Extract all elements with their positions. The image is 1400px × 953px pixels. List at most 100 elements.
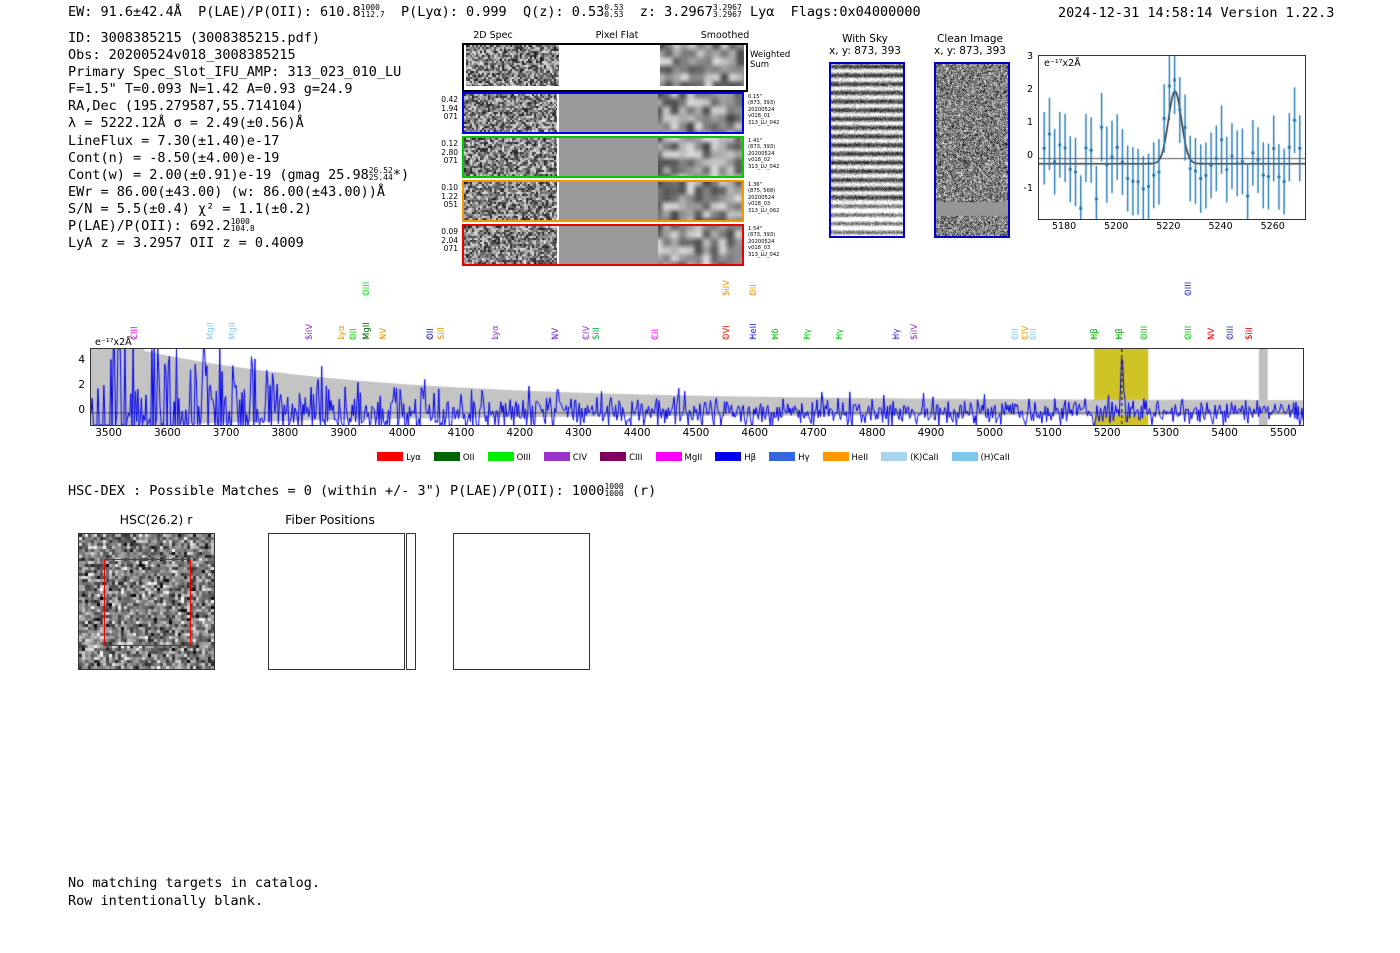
- info-plae: P(LAE)/P(OII): 692.2 1000 104.8: [68, 217, 255, 235]
- emission-line-bracket: ⏞: [131, 337, 137, 347]
- spectrum-xtick: 3500: [95, 427, 122, 439]
- info-id: ID: 3008385215 (3008385215.pdf): [68, 30, 320, 46]
- line-profile-ytick: 1: [1026, 117, 1033, 129]
- info-gmag-range: 26.52 25.44: [368, 165, 393, 182]
- emission-line-bracket: ⏞: [1022, 337, 1028, 347]
- emission-line-label: Hγ: [834, 328, 845, 340]
- emission-line-bracket: ⏞: [363, 293, 369, 303]
- legend-swatch: [881, 452, 908, 461]
- spectrum-xtick: 4600: [741, 427, 769, 439]
- header-flags: Flags:0x04000000: [790, 4, 921, 20]
- spectrum-ytick: 0: [78, 403, 85, 416]
- fiber-row-numbers: 0.12 2.80 071: [441, 139, 458, 166]
- line-profile-ytick: 3: [1026, 51, 1033, 63]
- emission-line-label: OII: [1028, 328, 1039, 340]
- spectrum-xtick: 3800: [271, 427, 299, 439]
- info-radec: RA,Dec (195.279587,55.714104): [68, 98, 304, 115]
- emission-line-bracket: ⏞: [749, 293, 755, 303]
- emission-line-label: SiII: [437, 327, 448, 340]
- emission-line-bracket: ⏞: [305, 337, 311, 347]
- header-qz: Q(z): 0.53: [522, 4, 605, 20]
- emission-line-label: OII: [1011, 328, 1022, 340]
- emission-line-label: OIII: [1139, 325, 1150, 340]
- legend-swatch: [951, 452, 978, 461]
- emission-line-bracket: ⏞: [1185, 337, 1191, 347]
- emission-line-bracket: ⏞: [583, 337, 589, 347]
- legend-swatch: [543, 452, 570, 461]
- spectrum-legend: Lyα OII OIII CIV CIII MgII Hβ Hγ HeII (K)CaII (H)C…: [0, 452, 1400, 463]
- weighted-sum-smoothed: [660, 45, 744, 86]
- info-cont-n: Cont(n) = -8.50(±4.00)e-19: [68, 149, 280, 166]
- emission-line-bracket: ⏞: [1185, 293, 1191, 303]
- spectrum-xtick: 4100: [447, 427, 475, 439]
- cutout-clean-image: [934, 62, 1010, 238]
- info-params: F=1.5" T=0.093 N=1.42 A=0.93 g=24.9: [68, 81, 353, 98]
- fiber-row-numbers: 0.09 2.04 071: [441, 227, 458, 254]
- emission-line-bracket: ⏞: [723, 293, 729, 303]
- info-cont-w: Cont(w) = 2.00(±0.91)e-19 (gmag 25.98 26.…: [68, 165, 410, 183]
- header-plae-range: 1000 112.7: [360, 3, 385, 19]
- legend-label: HeII: [851, 453, 869, 463]
- header-z: z: 3.2967: [639, 4, 713, 20]
- weighted-sum-label: Weighted Sum: [750, 50, 791, 70]
- legend-swatch: [822, 452, 849, 461]
- emission-line-label: Hβ: [1115, 328, 1126, 340]
- header-plae-label: P(LAE)/P(OII):: [198, 4, 312, 20]
- emission-line-label: CIV: [582, 325, 593, 340]
- weighted-sum-pixelflat: [561, 45, 658, 86]
- line-profile-xtick: 5240: [1208, 221, 1233, 232]
- spectrum-xtick: 4900: [917, 427, 945, 439]
- legend-label: Hγ: [798, 453, 810, 463]
- legend-entry: (K)CaII: [881, 452, 939, 463]
- emission-line-label: MgII: [206, 322, 217, 340]
- legend-label: CIV: [572, 453, 588, 463]
- legend-swatch: [600, 452, 627, 461]
- lineflux-colorbar: [406, 533, 416, 670]
- spectrum-xtick: 5400: [1211, 427, 1238, 439]
- weighted-sum-row: [462, 43, 748, 92]
- emission-line-label: Hδ: [771, 328, 782, 340]
- emission-line-label: OVI: [722, 325, 733, 340]
- spectrum-xtick: 5200: [1093, 427, 1121, 439]
- spectrum-xtick: 4800: [858, 427, 886, 439]
- emission-line-label: Hγ: [802, 328, 813, 340]
- bottom-note: No matching targets in catalog. Row inte…: [68, 874, 320, 910]
- legend-entry: OII: [433, 452, 475, 463]
- emission-line-bracket: ⏞: [438, 337, 444, 347]
- legend-label: Hβ: [744, 453, 757, 463]
- fiber-row-panel: [462, 224, 744, 266]
- emission-line-label: Hβ: [1090, 328, 1101, 340]
- emission-line-bracket: ⏞: [379, 337, 385, 347]
- fiber-row-panel: [462, 180, 744, 222]
- line-profile-plot: e⁻¹⁷x2Å: [1038, 55, 1306, 220]
- line-profile-ytick: 2: [1026, 84, 1033, 96]
- spectrum-xtick: 4000: [388, 427, 416, 439]
- legend-swatch: [769, 452, 796, 461]
- emission-line-bracket: ⏞: [652, 337, 658, 347]
- fiber-row-numbers: 0.42 1.94 071: [441, 95, 458, 122]
- line-profile-yunit: e⁻¹⁷x2Å: [1044, 58, 1081, 69]
- header-plae-value: 610.8: [320, 4, 361, 20]
- legend-entry: Lyα: [377, 452, 421, 463]
- emission-line-bracket: ⏞: [1012, 337, 1018, 347]
- line-profile-ytick: -1: [1023, 183, 1033, 194]
- header-plya: P(Lyα): 0.999: [401, 4, 507, 20]
- legend-entry: HeII: [822, 452, 869, 463]
- cutout-title-with-sky: With Sky x, y: 873, 393: [829, 33, 901, 57]
- emission-line-label: OIII: [1184, 281, 1195, 296]
- lineflux-map-image: [268, 533, 405, 670]
- emission-line-bracket: ⏞: [749, 337, 755, 347]
- legend-label: OII: [462, 453, 475, 463]
- hsc-r-image: [453, 533, 590, 670]
- spectrum-xtick: 3600: [153, 427, 181, 439]
- header-summary-line: EW: 91.6±42.4Å P(LAE)/P(OII): 610.8 1000 1…: [68, 3, 921, 21]
- spectrum-xtick: 3900: [330, 427, 357, 439]
- line-profile-xtick: 5260: [1260, 221, 1285, 232]
- info-primary-spec: Primary Spec_Slot_IFU_AMP: 313_023_010_L…: [68, 64, 402, 81]
- weighted-sum-2dspec: [466, 45, 559, 86]
- emission-line-label: SiII: [1244, 327, 1255, 340]
- panel-title-lineflux-map: Fiber Positions: [285, 512, 375, 527]
- emission-line-bracket: ⏞: [835, 337, 842, 347]
- legend-entry: OIII: [487, 452, 531, 463]
- info-lineflux: LineFlux = 7.30(±1.40)e-17: [68, 132, 280, 149]
